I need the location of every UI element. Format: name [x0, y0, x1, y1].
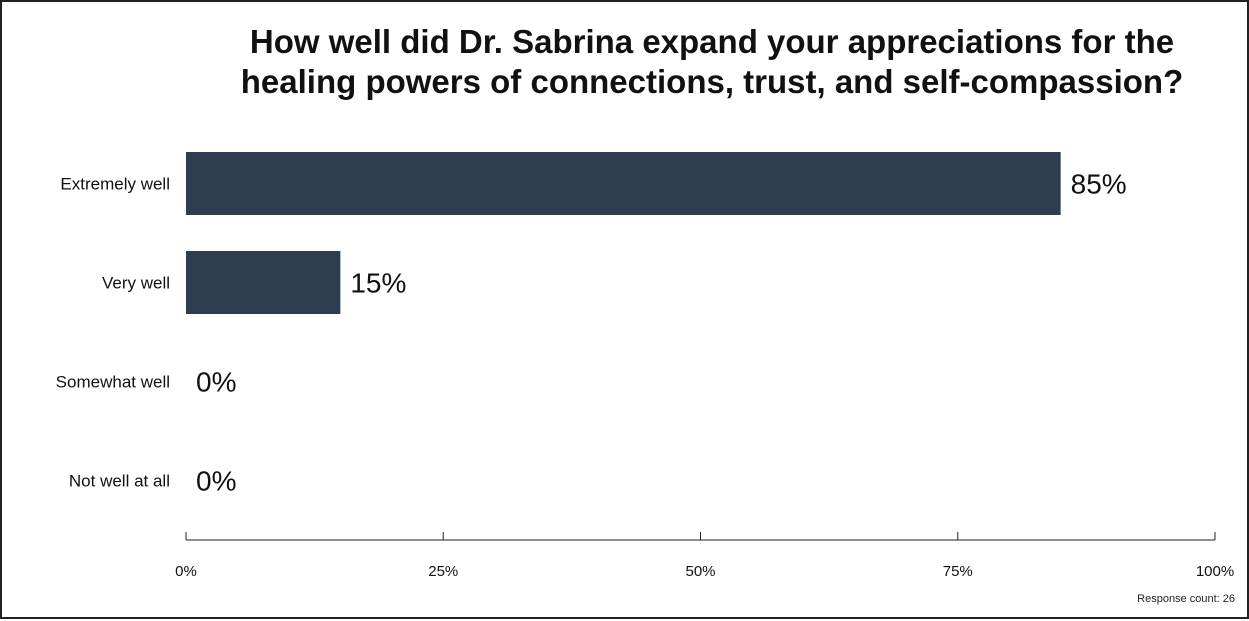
category-label: Extremely well [60, 175, 170, 194]
bar [186, 152, 1061, 215]
chart-title: How well did Dr. Sabrina expand your app… [192, 22, 1232, 102]
x-axis-tick-label: 75% [943, 563, 973, 580]
bar [186, 251, 341, 314]
data-label: 0% [196, 466, 236, 497]
response-count: Response count: 26 [1137, 593, 1235, 605]
x-axis-tick-label: 0% [175, 563, 197, 580]
data-label: 15% [350, 268, 406, 299]
category-label: Not well at all [69, 472, 170, 491]
x-axis-tick-label: 100% [1196, 563, 1234, 580]
data-label: 85% [1071, 169, 1127, 200]
chart-title-line-2: healing powers of connections, trust, an… [240, 63, 1184, 100]
chart-title-line-1: How well did Dr. Sabrina expand your app… [249, 23, 1175, 60]
category-label: Somewhat well [56, 373, 170, 392]
data-label: 0% [196, 367, 236, 398]
x-axis-tick-label: 25% [428, 563, 458, 580]
x-axis-tick-label: 50% [685, 563, 715, 580]
category-label: Very well [102, 274, 170, 293]
